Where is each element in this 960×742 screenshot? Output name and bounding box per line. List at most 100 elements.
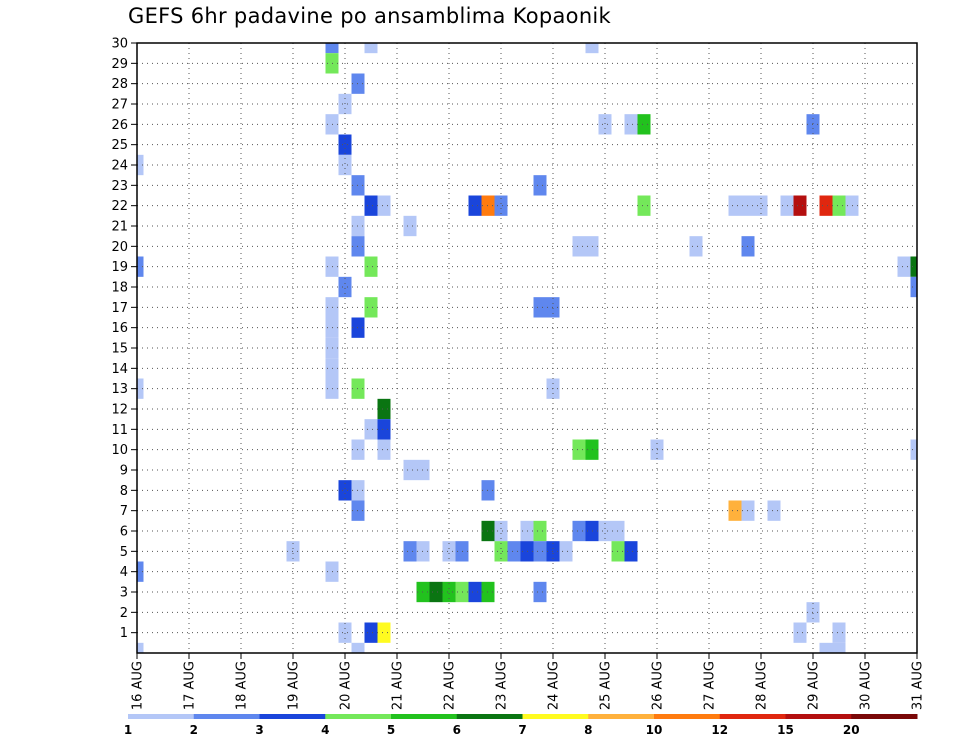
x-tick-label: 26 AUG bbox=[651, 661, 666, 710]
heatmap-cell bbox=[377, 398, 391, 420]
heatmap-cell bbox=[468, 581, 482, 603]
y-tick-label: 25 bbox=[111, 138, 128, 153]
y-tick-label: 2 bbox=[120, 606, 128, 621]
x-tick-label: 25 AUG bbox=[599, 661, 614, 710]
heatmap-cell bbox=[494, 195, 508, 216]
heatmap-cell bbox=[585, 43, 599, 54]
y-tick-label: 24 bbox=[111, 159, 128, 174]
heatmap-cell bbox=[338, 480, 352, 501]
y-axis: 1234567891011121314151617181920212223242… bbox=[111, 37, 137, 641]
x-axis: 16 AUG 17 AUG 18 AUG 19 AUG 20 AUG 21 AUG 22 A… bbox=[131, 653, 926, 710]
colorbar-label: 4 bbox=[321, 723, 329, 737]
heatmap-cell bbox=[137, 378, 144, 399]
heatmap-cell bbox=[533, 297, 547, 318]
colorbar-segment bbox=[391, 714, 458, 719]
heatmap-cell bbox=[598, 520, 612, 542]
heatmap-cell bbox=[338, 622, 352, 643]
y-tick-label: 20 bbox=[111, 240, 128, 255]
heatmap-cell bbox=[793, 195, 807, 216]
colorbar-segment bbox=[719, 714, 786, 719]
heatmap-cell bbox=[442, 581, 456, 603]
heatmap-cell bbox=[377, 622, 391, 643]
colorbar-segment bbox=[128, 714, 195, 719]
y-tick-label: 10 bbox=[111, 443, 128, 458]
heatmap-cell bbox=[637, 114, 651, 135]
heatmap-cell bbox=[403, 541, 417, 562]
heatmap-cell bbox=[364, 195, 378, 216]
heatmap-cell bbox=[767, 500, 781, 521]
chart-title: GEFS 6hr padavine po ansamblima Kopaonik bbox=[128, 4, 612, 28]
y-tick-label: 17 bbox=[111, 301, 128, 316]
x-tick-label: 17 AUG bbox=[183, 661, 198, 710]
colorbar-label: 2 bbox=[190, 723, 198, 737]
colorbar-label: 20 bbox=[843, 723, 860, 737]
colorbar-segment bbox=[654, 714, 721, 719]
y-tick-label: 18 bbox=[111, 281, 128, 296]
heatmap-cell bbox=[637, 195, 651, 216]
heatmap-cell bbox=[572, 520, 586, 542]
x-tick-label: 30 AUG bbox=[859, 661, 874, 710]
heatmap-cell bbox=[325, 43, 339, 54]
heatmap-cell bbox=[832, 622, 846, 643]
y-tick-label: 8 bbox=[120, 484, 128, 499]
colorbar-label: 6 bbox=[453, 723, 461, 737]
heatmap-cell bbox=[572, 439, 586, 460]
heatmap-cell bbox=[897, 256, 911, 277]
y-tick-label: 11 bbox=[111, 423, 128, 438]
heatmap-cell bbox=[377, 195, 391, 216]
heatmap-cell bbox=[819, 642, 833, 653]
y-tick-label: 21 bbox=[111, 220, 128, 235]
colorbar-label: 3 bbox=[255, 723, 263, 737]
heatmap-cell bbox=[403, 215, 417, 237]
x-tick-label: 29 AUG bbox=[807, 661, 822, 710]
colorbar-segment bbox=[325, 714, 392, 719]
heatmap-cell bbox=[338, 154, 352, 176]
heatmap-cell bbox=[910, 276, 917, 298]
y-tick-label: 29 bbox=[111, 57, 128, 72]
x-tick-label: 28 AUG bbox=[755, 661, 770, 710]
colorbar-segment bbox=[259, 714, 326, 719]
y-tick-label: 28 bbox=[111, 77, 128, 92]
heatmap-cell bbox=[377, 439, 391, 460]
heatmap-cell bbox=[364, 419, 378, 440]
y-tick-label: 14 bbox=[111, 362, 128, 377]
heatmap-cell bbox=[364, 622, 378, 643]
heatmap-cell bbox=[832, 642, 846, 653]
heatmap-cell bbox=[910, 256, 917, 277]
heatmap-cell bbox=[468, 195, 482, 216]
colorbar-segment bbox=[456, 714, 523, 719]
x-tick-label: 20 AUG bbox=[339, 661, 354, 710]
heatmap-cell bbox=[137, 561, 144, 582]
colorbar-label: 8 bbox=[584, 723, 592, 737]
x-tick-label: 24 AUG bbox=[547, 661, 562, 710]
colorbar-segment bbox=[522, 714, 589, 719]
colorbar-label: 1 bbox=[124, 723, 132, 737]
heatmap-cell bbox=[364, 297, 378, 318]
y-tick-label: 15 bbox=[111, 342, 128, 357]
x-tick-label: 18 AUG bbox=[235, 661, 250, 710]
heatmap-cell bbox=[137, 642, 144, 653]
y-tick-label: 13 bbox=[111, 382, 128, 397]
x-tick-label: 31 AUG bbox=[911, 661, 926, 710]
heatmap-cell bbox=[364, 43, 378, 54]
heatmap-cell bbox=[403, 459, 417, 481]
y-tick-label: 23 bbox=[111, 179, 128, 194]
x-tick-label: 21 AUG bbox=[391, 661, 406, 710]
heatmap-cell bbox=[598, 114, 612, 135]
grid-lines bbox=[137, 43, 917, 653]
heatmap-cell bbox=[624, 541, 638, 562]
heatmap-cell bbox=[494, 541, 508, 562]
heatmap-cell bbox=[442, 541, 456, 562]
heatmap-cell bbox=[572, 236, 586, 257]
x-tick-label: 27 AUG bbox=[703, 661, 718, 710]
heatmap-cell bbox=[819, 195, 833, 216]
colorbar-segment bbox=[785, 714, 852, 719]
heatmap-cell bbox=[793, 622, 807, 643]
heatmap-cell bbox=[507, 541, 521, 562]
heatmap-cell bbox=[338, 134, 352, 155]
x-tick-label: 16 AUG bbox=[131, 661, 146, 710]
y-tick-label: 22 bbox=[111, 199, 128, 214]
y-tick-label: 27 bbox=[111, 98, 128, 113]
colorbar-segment bbox=[588, 714, 655, 719]
